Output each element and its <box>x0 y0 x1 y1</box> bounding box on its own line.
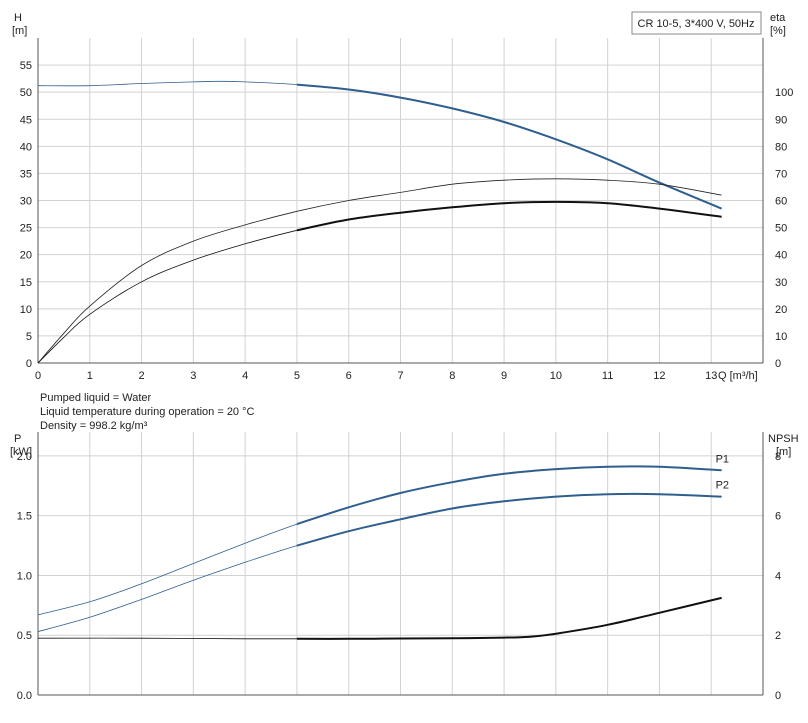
y-left-tick-label: 45 <box>20 114 32 126</box>
y-right-axis-unit: [m] <box>776 446 791 458</box>
y-left-tick-label: 2.0 <box>17 451 32 463</box>
curve-1-operating-range <box>296 492 722 547</box>
x-tick-label: 4 <box>242 370 248 382</box>
y-right-tick-label: 90 <box>775 114 787 126</box>
y-left-tick-label: 35 <box>20 168 32 180</box>
x-tick-label: 9 <box>501 370 507 382</box>
y-left-tick-label: 5 <box>26 331 32 343</box>
y-right-tick-label: 100 <box>775 87 793 99</box>
y-left-tick-label: 40 <box>20 141 32 153</box>
x-tick-label: 1 <box>87 370 93 382</box>
x-axis-label: Q [m³/h] <box>718 370 758 382</box>
y-right-tick-label: 8 <box>775 451 781 463</box>
pumped-liquid-text: Pumped liquid = Water <box>40 392 152 404</box>
y-left-tick-label: 30 <box>20 196 32 208</box>
y-right-tick-label: 0 <box>775 358 781 370</box>
curve-1-full <box>37 178 722 364</box>
y-right-axis-label: NPSH <box>768 433 799 445</box>
x-tick-label: 5 <box>294 370 300 382</box>
y-right-axis-unit: [%] <box>770 25 786 37</box>
y-left-tick-label: 0 <box>26 358 32 370</box>
y-right-tick-label: 40 <box>775 250 787 262</box>
y-left-tick-label: 0.0 <box>17 690 32 702</box>
y-left-axis-unit: [kW] <box>10 446 32 458</box>
y-right-tick-label: 4 <box>775 570 781 582</box>
x-tick-label: 8 <box>449 370 455 382</box>
y-left-tick-label: 55 <box>20 60 32 72</box>
x-tick-label: 12 <box>653 370 665 382</box>
x-tick-label: 6 <box>346 370 352 382</box>
pump-label-box <box>631 11 762 35</box>
y-right-tick-label: 60 <box>775 196 787 208</box>
y-right-tick-label: 20 <box>775 304 787 316</box>
y-right-axis-label: eta <box>770 12 786 24</box>
y-left-axis-label: P <box>14 433 21 445</box>
y-right-tick-label: 50 <box>775 223 787 235</box>
y-left-axis-label: H <box>14 12 22 24</box>
x-tick-label: 7 <box>397 370 403 382</box>
power-npsh-chart: 0.0 0.5 1.0 1.5 2.0 0 2 4 6 8 P[kW] NPSH[m] P1 P2 <box>10 432 799 702</box>
y-left-axis-unit: [m] <box>12 25 27 37</box>
y-right-tick-label: 0 <box>775 690 781 702</box>
x-tick-label: 10 <box>550 370 562 382</box>
y-left-tick-label: 1.5 <box>17 511 32 523</box>
curve-0-operating-range <box>296 83 722 210</box>
x-tick-label: 3 <box>190 370 196 382</box>
y-left-tick-label: 0.5 <box>17 630 32 642</box>
y-left-tick-label: 50 <box>20 87 32 99</box>
y-left-tick-label: 15 <box>20 277 32 289</box>
y-left-tick-label: 1.0 <box>17 570 32 582</box>
density-text: Density = 998.2 kg/m³ <box>40 420 148 432</box>
liquid-temperature-text: Liquid temperature during operation = 20… <box>40 406 255 418</box>
curve-2-operating-range <box>296 200 722 232</box>
pump-label-text: CR 10-5, 3*400 V, 50Hz <box>638 18 755 30</box>
y-right-tick-label: 30 <box>775 277 787 289</box>
x-tick-label: 11 <box>602 370 613 382</box>
y-right-tick-label: 70 <box>775 168 787 180</box>
y-right-tick-label: 80 <box>775 141 787 153</box>
head-efficiency-chart: 0 1 2 3 4 5 6 7 8 9 10 11 12 130510152025303540455055… <box>12 11 793 382</box>
x-tick-label: 2 <box>139 370 145 382</box>
x-tick-label: 13 <box>705 370 717 382</box>
y-left-tick-label: 20 <box>20 250 32 262</box>
series-label-p1: P1 <box>716 453 729 465</box>
y-right-tick-label: 10 <box>775 331 787 343</box>
curve-0-operating-range <box>296 465 722 526</box>
y-right-tick-label: 6 <box>775 511 781 523</box>
series-label-p2: P2 <box>716 480 729 492</box>
y-right-tick-label: 2 <box>775 630 781 642</box>
curve-2-operating-range <box>296 596 722 640</box>
x-tick-label: 0 <box>35 370 41 382</box>
y-left-tick-label: 25 <box>20 223 32 235</box>
y-left-tick-label: 10 <box>20 304 32 316</box>
